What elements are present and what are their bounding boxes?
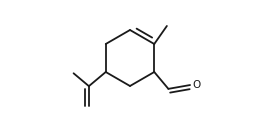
Text: O: O [193,80,201,90]
